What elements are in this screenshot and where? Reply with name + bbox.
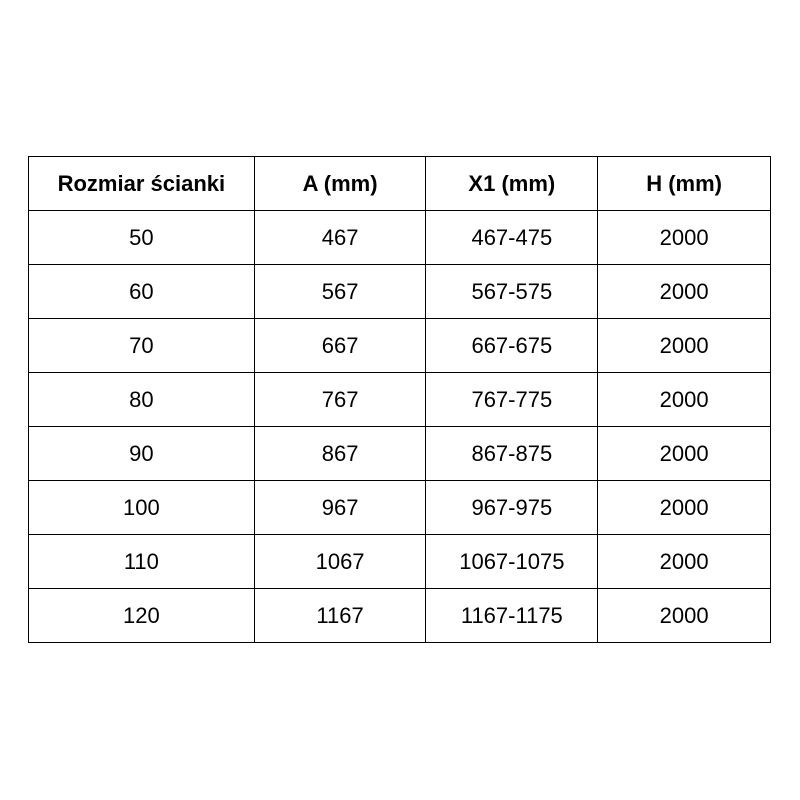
table-cell: 667-675 bbox=[425, 318, 599, 373]
header-cell: H (mm) bbox=[597, 156, 771, 211]
table-cell: 120 bbox=[28, 588, 255, 643]
table-cell: 1067-1075 bbox=[425, 534, 599, 589]
table-cell: 867-875 bbox=[425, 426, 599, 481]
table-row: 110 1067 1067-1075 2000 bbox=[28, 534, 771, 589]
table-cell: 467-475 bbox=[425, 210, 599, 265]
dimensions-table: Rozmiar ścianki A (mm) X1 (mm) H (mm) 50… bbox=[28, 156, 771, 643]
table-row: 60 567 567-575 2000 bbox=[28, 264, 771, 319]
table-cell: 2000 bbox=[597, 426, 771, 481]
table-row: 70 667 667-675 2000 bbox=[28, 318, 771, 373]
table-row: 120 1167 1167-1175 2000 bbox=[28, 588, 771, 643]
table-cell: 110 bbox=[28, 534, 255, 589]
table-cell: 667 bbox=[253, 318, 427, 373]
table-cell: 1167-1175 bbox=[425, 588, 599, 643]
table-cell: 967-975 bbox=[425, 480, 599, 535]
table-cell: 90 bbox=[28, 426, 255, 481]
header-cell: Rozmiar ścianki bbox=[28, 156, 255, 211]
table-cell: 567 bbox=[253, 264, 427, 319]
table-cell: 867 bbox=[253, 426, 427, 481]
table-row: 100 967 967-975 2000 bbox=[28, 480, 771, 535]
table-cell: 2000 bbox=[597, 318, 771, 373]
table-cell: 2000 bbox=[597, 264, 771, 319]
table-cell: 967 bbox=[253, 480, 427, 535]
table-row: 90 867 867-875 2000 bbox=[28, 426, 771, 481]
table-cell: 50 bbox=[28, 210, 255, 265]
table-cell: 2000 bbox=[597, 372, 771, 427]
header-cell: A (mm) bbox=[253, 156, 427, 211]
table-cell: 80 bbox=[28, 372, 255, 427]
table-cell: 2000 bbox=[597, 210, 771, 265]
table-cell: 767-775 bbox=[425, 372, 599, 427]
table-cell: 2000 bbox=[597, 534, 771, 589]
table-cell: 567-575 bbox=[425, 264, 599, 319]
table-cell: 467 bbox=[253, 210, 427, 265]
table-cell: 1067 bbox=[253, 534, 427, 589]
table-cell: 2000 bbox=[597, 588, 771, 643]
table-cell: 2000 bbox=[597, 480, 771, 535]
table-cell: 1167 bbox=[253, 588, 427, 643]
table-cell: 767 bbox=[253, 372, 427, 427]
table-row: 80 767 767-775 2000 bbox=[28, 372, 771, 427]
table-cell: 70 bbox=[28, 318, 255, 373]
header-row: Rozmiar ścianki A (mm) X1 (mm) H (mm) bbox=[28, 156, 771, 211]
table-cell: 100 bbox=[28, 480, 255, 535]
table-row: 50 467 467-475 2000 bbox=[28, 210, 771, 265]
table-cell: 60 bbox=[28, 264, 255, 319]
header-cell: X1 (mm) bbox=[425, 156, 599, 211]
